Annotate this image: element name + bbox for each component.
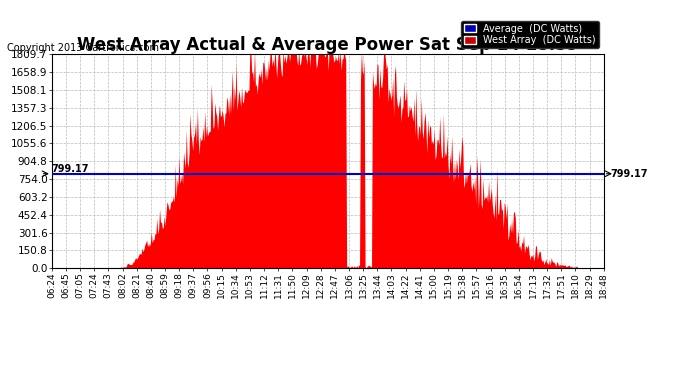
Title: West Array Actual & Average Power Sat Sep 14 18:59: West Array Actual & Average Power Sat Se… — [77, 36, 578, 54]
Text: 799.17: 799.17 — [611, 169, 648, 179]
Text: Copyright 2013 Cartronics.com: Copyright 2013 Cartronics.com — [7, 43, 159, 52]
Legend: Average  (DC Watts), West Array  (DC Watts): Average (DC Watts), West Array (DC Watts… — [461, 21, 599, 48]
Text: 799.17: 799.17 — [52, 164, 89, 174]
